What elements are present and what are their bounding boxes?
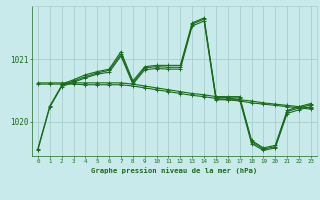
X-axis label: Graphe pression niveau de la mer (hPa): Graphe pression niveau de la mer (hPa) [91,167,258,174]
